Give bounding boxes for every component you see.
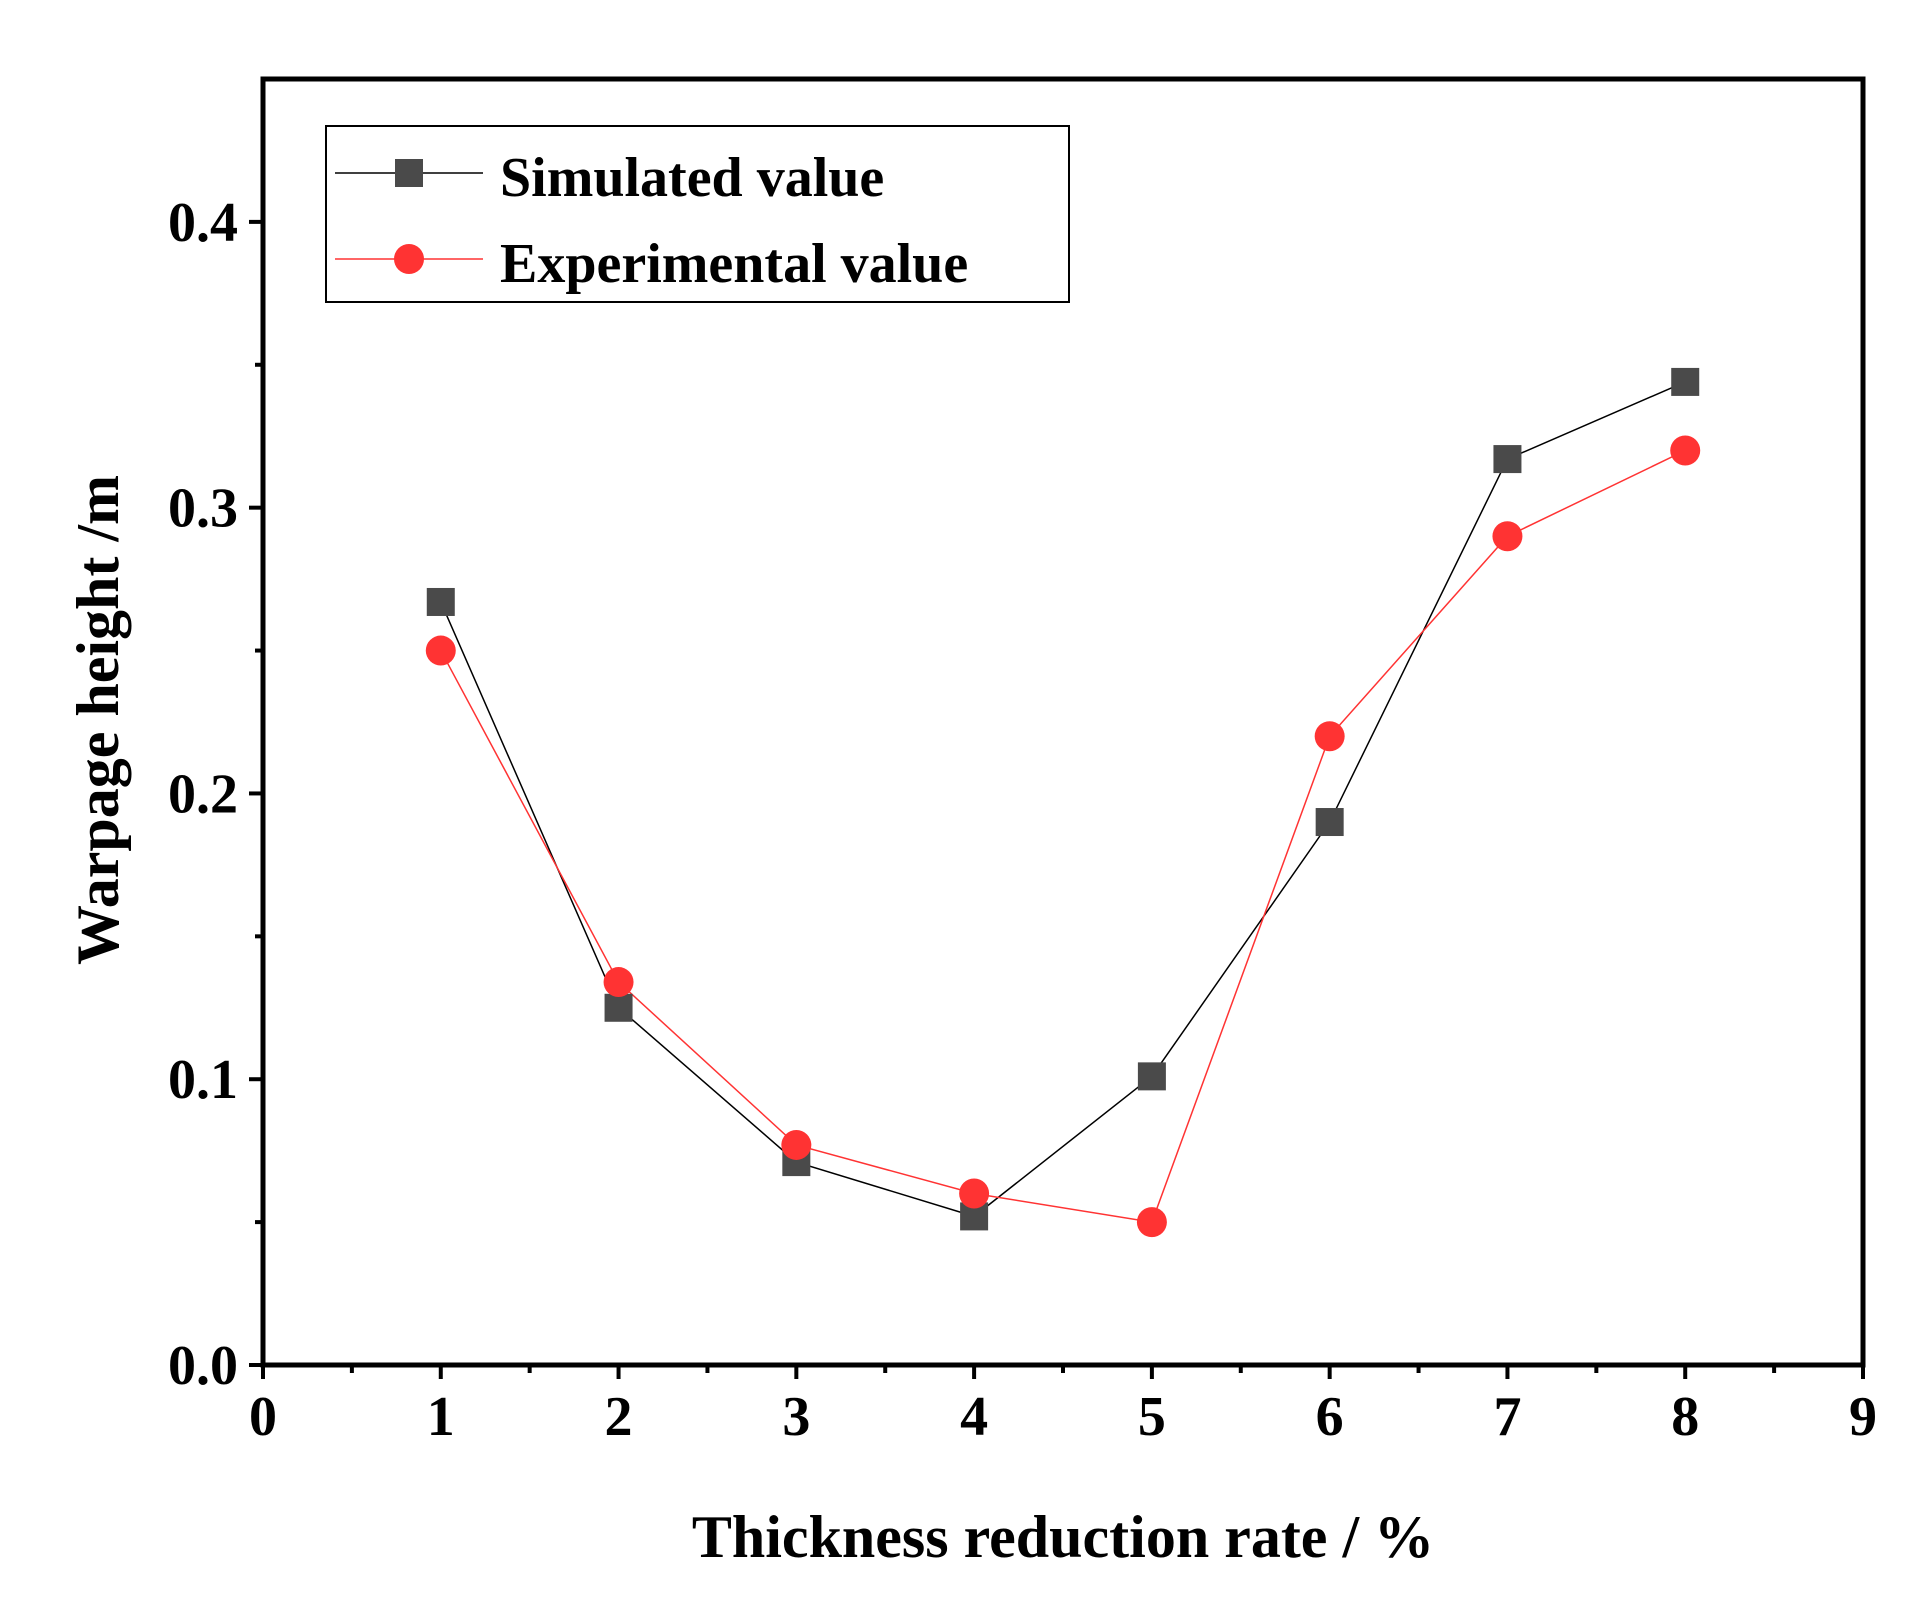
x-tick-label: 6 (1316, 1386, 1344, 1448)
legend-box (325, 125, 1070, 303)
legend-marker-circle (394, 244, 424, 274)
x-tick-label: 9 (1849, 1386, 1877, 1448)
data-point-experimental (781, 1129, 812, 1160)
data-point-simulated (1137, 1062, 1166, 1091)
legend: Simulated value Experimental value (325, 125, 1070, 303)
data-point-experimental (959, 1178, 990, 1209)
data-point-simulated (1315, 808, 1344, 837)
series-lines (440, 381, 1686, 1223)
y-tick-label: 0.0 (168, 1335, 238, 1397)
legend-label-experimental: Experimental value (500, 233, 968, 295)
y-tick-label: 0.1 (168, 1049, 238, 1111)
data-point-simulated (1493, 445, 1522, 474)
x-tick-label: 5 (1138, 1386, 1166, 1448)
data-point-simulated (1671, 367, 1700, 396)
series-line-simulated (440, 381, 1686, 1218)
data-point-experimental (1492, 521, 1523, 552)
y-tick-label: 0.3 (168, 478, 238, 540)
data-point-experimental (1670, 435, 1701, 466)
x-tick-label: 8 (1671, 1386, 1699, 1448)
y-tick-label: 0.4 (168, 192, 238, 254)
x-axis-ticks: 0 1 2 3 4 5 6 7 8 9 (249, 1365, 1877, 1448)
x-tick-label: 3 (782, 1386, 810, 1448)
data-point-simulated (426, 587, 455, 616)
y-tick-label: 0.2 (168, 763, 238, 825)
x-tick-label: 7 (1493, 1386, 1521, 1448)
x-tick-label: 4 (960, 1386, 988, 1448)
x-tick-label: 1 (427, 1386, 455, 1448)
x-tick-label: 2 (605, 1386, 633, 1448)
x-axis-label: Thickness reduction rate / % (692, 1504, 1434, 1570)
x-tick-label: 0 (249, 1386, 277, 1448)
legend-marker-square (395, 159, 423, 187)
y-axis-ticks: 0.0 0.1 0.2 0.3 0.4 (168, 192, 263, 1397)
data-point-experimental (603, 967, 634, 998)
y-axis-label: Warpage height /m (65, 475, 131, 965)
data-point-experimental (1136, 1207, 1167, 1238)
data-point-experimental (425, 635, 456, 666)
series-markers (425, 367, 1701, 1238)
data-point-experimental (1314, 721, 1345, 752)
series-line-experimental (440, 449, 1686, 1223)
legend-label-simulated: Simulated value (500, 147, 884, 209)
data-point-simulated (604, 993, 633, 1022)
